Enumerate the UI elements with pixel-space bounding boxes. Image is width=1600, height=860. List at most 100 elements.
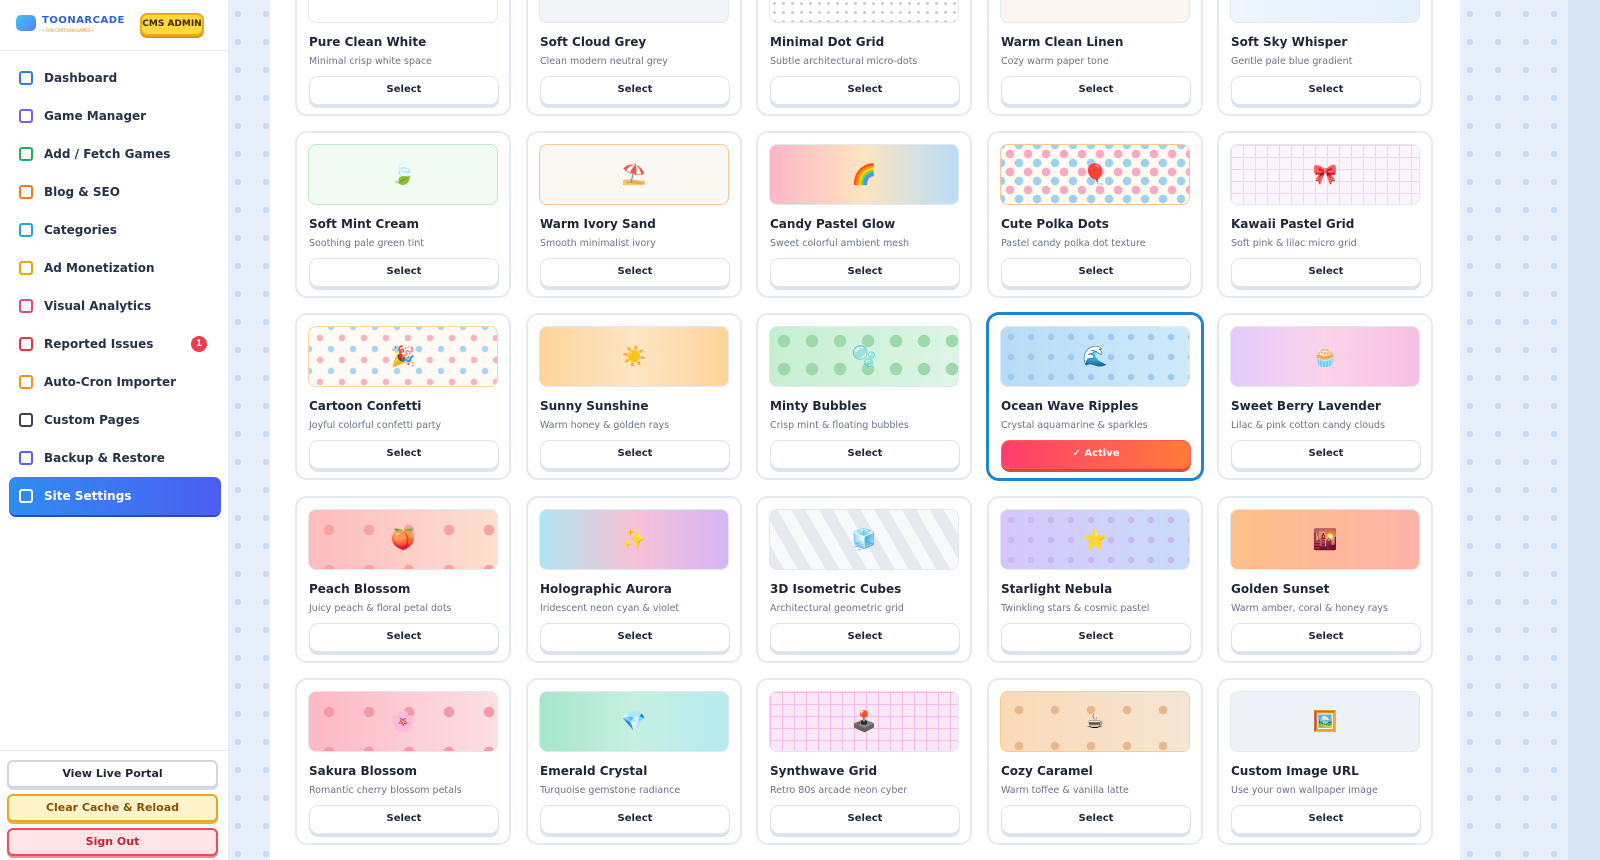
theme-description: Crisp mint & floating bubbles — [770, 420, 909, 431]
theme-preview: 💎 — [539, 691, 729, 752]
theme-card[interactable]: ⛱️ Warm Ivory Sand Smooth minimalist ivory… — [526, 131, 742, 298]
nav-icon — [19, 223, 33, 237]
theme-card[interactable]: 🧊 3D Isometric Cubes Architectural geometr… — [756, 496, 972, 663]
theme-preview: ☕ — [1000, 691, 1190, 752]
theme-name: Custom Image URL — [1231, 764, 1359, 778]
theme-card[interactable]: Pure Clean White Minimal crisp white spac… — [295, 0, 511, 116]
select-button[interactable]: Select — [770, 805, 960, 834]
theme-preview: 🧊 — [769, 509, 959, 570]
select-button[interactable]: Select — [540, 805, 730, 834]
nav-item[interactable]: Add / Fetch Games — [9, 135, 221, 173]
nav-item[interactable]: Categories — [9, 211, 221, 249]
nav-item[interactable]: Backup & Restore — [9, 439, 221, 477]
nav-icon — [19, 299, 33, 313]
theme-card[interactable]: 🎉 Cartoon Confetti Joyful colorful confett… — [295, 313, 511, 480]
select-button[interactable]: Select — [1231, 440, 1421, 469]
select-button[interactable]: Select — [309, 623, 499, 652]
select-button[interactable]: Select — [540, 258, 730, 287]
theme-name: Sweet Berry Lavender — [1231, 399, 1381, 413]
theme-name: Warm Ivory Sand — [540, 217, 656, 231]
select-button[interactable]: Select — [540, 76, 730, 105]
nav-icon — [19, 185, 33, 199]
select-button[interactable]: Select — [770, 623, 960, 652]
theme-card[interactable]: 🕹️ Synthwave Grid Retro 80s arcade neon cy… — [756, 678, 972, 845]
theme-card[interactable]: 🍑 Peach Blossom Juicy peach & floral petal… — [295, 496, 511, 663]
theme-description: Gentle pale blue gradient — [1231, 56, 1353, 67]
theme-card[interactable]: ✨ Holographic Aurora Iridescent neon cyan … — [526, 496, 742, 663]
nav-item[interactable]: Reported Issues 1 — [9, 325, 221, 363]
footer-button[interactable]: Sign Out — [7, 828, 218, 856]
divider — [0, 750, 228, 751]
theme-card[interactable]: 🌊 Ocean Wave Ripples Crystal aquamarine & … — [987, 313, 1203, 480]
theme-card[interactable]: 🖼️ Custom Image URL Use your own wallpaper… — [1217, 678, 1433, 845]
theme-preview: 🫧 — [769, 326, 959, 387]
theme-card[interactable]: Soft Sky Whisper Gentle pale blue gradien… — [1217, 0, 1433, 116]
select-button[interactable]: Select — [1231, 805, 1421, 834]
nav-item[interactable]: Dashboard — [9, 59, 221, 97]
theme-card[interactable]: 💎 Emerald Crystal Turquoise gemstone radia… — [526, 678, 742, 845]
theme-preview: 🎈 — [1000, 144, 1190, 205]
theme-card[interactable]: 🎈 Cute Polka Dots Pastel candy polka dot t… — [987, 131, 1203, 298]
theme-name: Peach Blossom — [309, 582, 411, 596]
theme-description: Romantic cherry blossom petals — [309, 785, 462, 796]
select-button[interactable]: Select — [1001, 258, 1191, 287]
nav-item[interactable]: Site Settings — [9, 477, 221, 515]
nav-item[interactable]: Game Manager — [9, 97, 221, 135]
footer-button[interactable]: View Live Portal — [7, 760, 218, 788]
select-button[interactable]: Select — [1001, 805, 1191, 834]
theme-card[interactable]: Soft Cloud Grey Clean modern neutral grey… — [526, 0, 742, 116]
theme-name: Candy Pastel Glow — [770, 217, 896, 231]
theme-card[interactable]: ☕ Cozy Caramel Warm toffee & vanilla latte… — [987, 678, 1203, 845]
select-button[interactable]: ✓ Active — [1001, 440, 1191, 469]
nav-label: Add / Fetch Games — [44, 147, 171, 161]
select-button[interactable]: Select — [770, 76, 960, 105]
theme-preview: 🍑 — [308, 509, 498, 570]
nav-icon — [19, 109, 33, 123]
theme-preview: ☀️ — [539, 326, 729, 387]
nav-item[interactable]: Visual Analytics — [9, 287, 221, 325]
nav-item[interactable]: Auto-Cron Importer — [9, 363, 221, 401]
select-button[interactable]: Select — [540, 440, 730, 469]
theme-description: Lilac & pink cotton candy clouds — [1231, 420, 1386, 431]
theme-description: Turquoise gemstone radiance — [540, 785, 681, 796]
select-button[interactable]: Select — [309, 258, 499, 287]
theme-card[interactable]: Warm Clean Linen Cozy warm paper tone Sele… — [987, 0, 1203, 116]
nav-label: Categories — [44, 223, 117, 237]
select-button[interactable]: Select — [309, 76, 499, 105]
theme-card[interactable]: 🧁 Sweet Berry Lavender Lilac & pink cotton… — [1217, 313, 1433, 480]
theme-card[interactable]: 🌈 Candy Pastel Glow Sweet colorful ambient… — [756, 131, 972, 298]
nav-label: Dashboard — [44, 71, 118, 85]
select-button[interactable]: Select — [1001, 623, 1191, 652]
nav-item[interactable]: Custom Pages — [9, 401, 221, 439]
nav-icon — [19, 489, 33, 503]
theme-description: Soft pink & lilac micro grid — [1231, 238, 1357, 249]
theme-card[interactable]: ⭐ Starlight Nebula Twinkling stars & cosmi… — [987, 496, 1203, 663]
theme-name: Holographic Aurora — [540, 582, 672, 596]
theme-card[interactable]: 🌸 Sakura Blossom Romantic cherry blossom p… — [295, 678, 511, 845]
theme-description: Clean modern neutral grey — [540, 56, 668, 67]
select-button[interactable]: Select — [1001, 76, 1191, 105]
theme-card[interactable]: ☀️ Sunny Sunshine Warm honey & golden rays… — [526, 313, 742, 480]
theme-card[interactable]: Minimal Dot Grid Subtle architectural mic… — [756, 0, 972, 116]
select-button[interactable]: Select — [540, 623, 730, 652]
select-button[interactable]: Select — [1231, 258, 1421, 287]
theme-card[interactable]: 🌇 Golden Sunset Warm amber, coral & honey … — [1217, 496, 1433, 663]
theme-name: 3D Isometric Cubes — [770, 582, 902, 596]
nav-item[interactable]: Blog & SEO — [9, 173, 221, 211]
theme-card[interactable]: 🎀 Kawaii Pastel Grid Soft pink & lilac mic… — [1217, 131, 1433, 298]
select-button[interactable]: Select — [1231, 76, 1421, 105]
theme-card[interactable]: 🫧 Minty Bubbles Crisp mint & floating bubb… — [756, 313, 972, 480]
theme-card[interactable]: 🍃 Soft Mint Cream Soothing pale green tint… — [295, 131, 511, 298]
select-button[interactable]: Select — [770, 440, 960, 469]
select-button[interactable]: Select — [770, 258, 960, 287]
footer-button[interactable]: Clear Cache & Reload — [7, 794, 218, 822]
select-button[interactable]: Select — [309, 440, 499, 469]
select-button[interactable]: Select — [1231, 623, 1421, 652]
nav-item[interactable]: Ad Monetization — [9, 249, 221, 287]
theme-preview: 🌈 — [769, 144, 959, 205]
theme-description: Crystal aquamarine & sparkles — [1001, 420, 1148, 431]
nav-label: Game Manager — [44, 109, 147, 123]
theme-description: Subtle architectural micro-dots — [770, 56, 918, 67]
theme-preview: 🎀 — [1230, 144, 1420, 205]
select-button[interactable]: Select — [309, 805, 499, 834]
